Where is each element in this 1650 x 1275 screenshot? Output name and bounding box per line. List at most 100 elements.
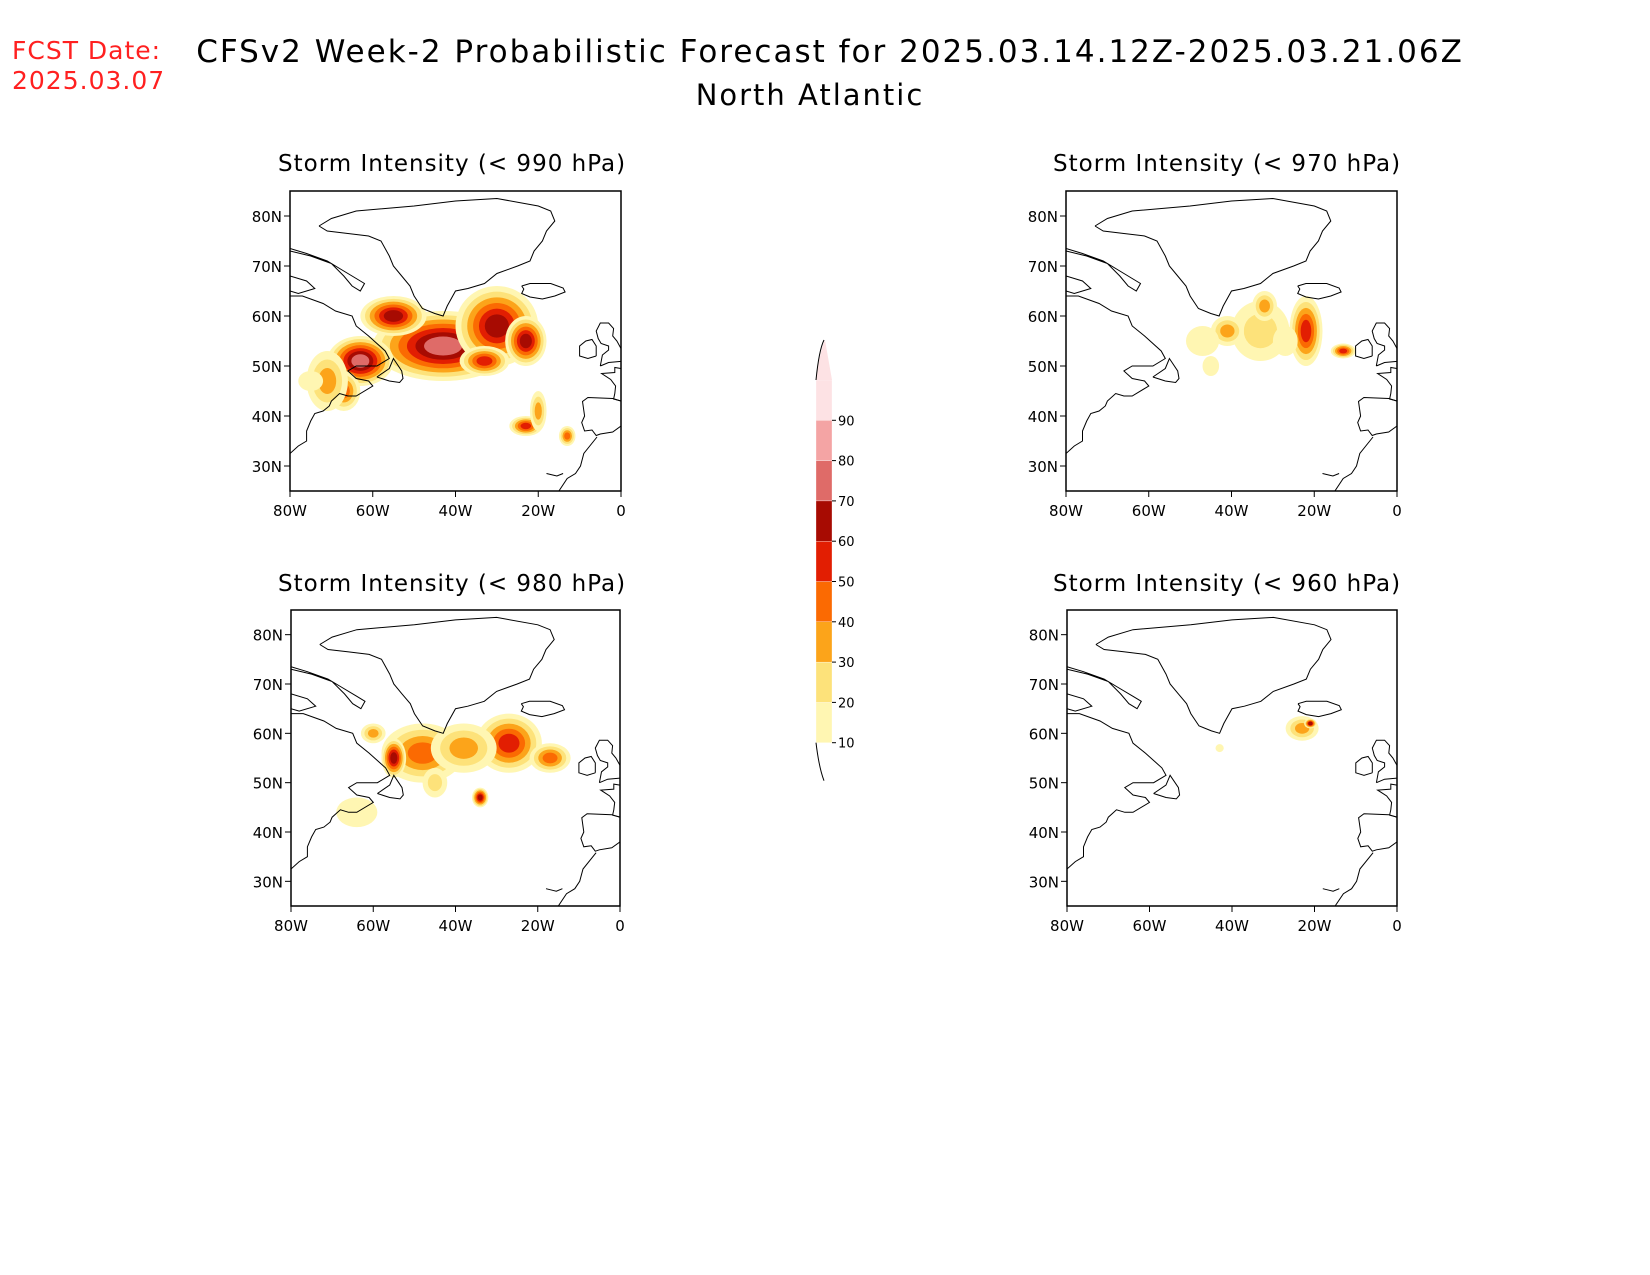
- probability-field: [336, 713, 571, 828]
- probability-contour: [474, 790, 487, 805]
- lat-label: 80N: [1028, 208, 1058, 226]
- lat-label: 70N: [252, 258, 282, 276]
- probability-contour: [1215, 744, 1224, 753]
- colorbar-segment: [815, 500, 833, 542]
- coastline-labrador_isl: [290, 275, 316, 295]
- colorbar-label: 70: [838, 495, 855, 510]
- lon-label: 60W: [1133, 917, 1167, 935]
- coastline-ireland: [579, 338, 597, 360]
- probability-contour: [1297, 313, 1315, 349]
- probability-contour: [519, 333, 532, 349]
- probability-contour: [514, 419, 537, 433]
- colorbar-outline-top: [815, 339, 825, 381]
- probability-contour: [542, 752, 558, 764]
- probability-contour: [381, 315, 505, 377]
- colorbar-segment: [815, 621, 833, 663]
- coastline-ireland: [1355, 338, 1373, 360]
- coastline-africa: [1334, 436, 1374, 491]
- probability-contour: [312, 359, 343, 403]
- probability-contour: [374, 304, 413, 328]
- coastline-africa: [558, 436, 598, 491]
- coastline-greenland: [1095, 616, 1332, 734]
- colorbar-segment: [815, 460, 833, 502]
- probability-contour: [384, 743, 403, 773]
- lat-label: 30N: [1028, 458, 1058, 476]
- probability-contour: [389, 319, 497, 373]
- lon-label: 20W: [1297, 502, 1331, 520]
- probability-contour: [335, 342, 386, 380]
- lat-label: 70N: [253, 676, 283, 694]
- probability-contour: [398, 323, 488, 369]
- probability-contour: [364, 726, 383, 741]
- probability-contour: [331, 339, 390, 383]
- lat-label: 70N: [1028, 258, 1058, 276]
- probability-contour: [560, 428, 574, 444]
- probability-contour: [390, 729, 455, 777]
- probability-contour: [334, 379, 354, 403]
- coastline-norway: [619, 728, 620, 729]
- probability-contour: [1220, 324, 1235, 338]
- page-title: CFSv2 Week-2 Probabilistic Forecast for …: [180, 30, 1640, 74]
- lat-label: 40N: [253, 824, 283, 842]
- probability-contour: [564, 432, 571, 440]
- lat-label: 40N: [1028, 408, 1058, 426]
- probability-contour: [386, 746, 401, 770]
- map-panel-p990: 80W 60W 40W 20W 0 80N 70N 60N 50N 40N 30N: [252, 190, 626, 520]
- colorbar-segment: [815, 661, 833, 703]
- coastline-africa: [1334, 852, 1374, 906]
- lat-label: 30N: [252, 458, 282, 476]
- lon-label: 40W: [439, 917, 473, 935]
- probability-contour: [343, 348, 378, 374]
- probability-contour: [1285, 716, 1319, 741]
- probability-contour: [517, 421, 534, 431]
- coastline-britain: [1371, 322, 1397, 367]
- lon-label: 80W: [1049, 502, 1083, 520]
- panel-title-970: Storm Intensity (< 970 hPa): [1053, 151, 1402, 177]
- probability-contour: [472, 353, 497, 369]
- lon-label: 60W: [356, 917, 390, 935]
- panel-title-960: Storm Intensity (< 960 hPa): [1053, 571, 1402, 597]
- probability-contour: [327, 336, 394, 386]
- coastline-newfoundland: [1153, 774, 1181, 800]
- coastline-france: [600, 366, 621, 402]
- probability-contour: [508, 319, 544, 363]
- probability-contour: [532, 396, 545, 426]
- lon-label: 0: [1392, 917, 1402, 935]
- lat-label: 50N: [1028, 358, 1058, 376]
- probability-contour: [398, 736, 447, 771]
- probability-contour: [360, 296, 427, 336]
- lat-label: 80N: [253, 627, 283, 645]
- lat-label: 70N: [1029, 676, 1059, 694]
- probability-contour: [347, 351, 374, 371]
- probability-contour: [1305, 719, 1315, 728]
- probability-contour: [467, 297, 527, 355]
- map-frame: [1066, 609, 1398, 907]
- coastline-norway: [1396, 728, 1397, 729]
- coastline-ireland: [578, 755, 596, 776]
- lon-label: 20W: [1298, 917, 1332, 935]
- probability-contour: [379, 307, 408, 325]
- probability-contour: [1185, 326, 1220, 356]
- coastlines: [1066, 197, 1397, 491]
- coastline-labrador_isl: [291, 693, 317, 712]
- lon-label: 0: [616, 502, 626, 520]
- coastline-greenland: [319, 616, 555, 734]
- probability-contour: [381, 723, 464, 783]
- page-subtitle: North Atlantic: [695, 78, 925, 112]
- probability-contour: [1306, 720, 1314, 727]
- lat-label: 60N: [1029, 725, 1059, 743]
- lon-label: 20W: [521, 917, 555, 935]
- probability-contour: [440, 730, 488, 766]
- colorbar-label: 80: [838, 455, 855, 470]
- probability-contour: [1335, 346, 1352, 356]
- probability-contour: [533, 746, 567, 770]
- probability-contour: [1243, 313, 1278, 349]
- colorbar-segment: [815, 420, 833, 461]
- lon-label: 40W: [1215, 502, 1249, 520]
- lon-label: 40W: [439, 502, 473, 520]
- probability-contour: [422, 767, 448, 798]
- coastline-baffin: [1067, 666, 1142, 710]
- probability-contour: [492, 728, 526, 758]
- lat-label: 80N: [252, 208, 282, 226]
